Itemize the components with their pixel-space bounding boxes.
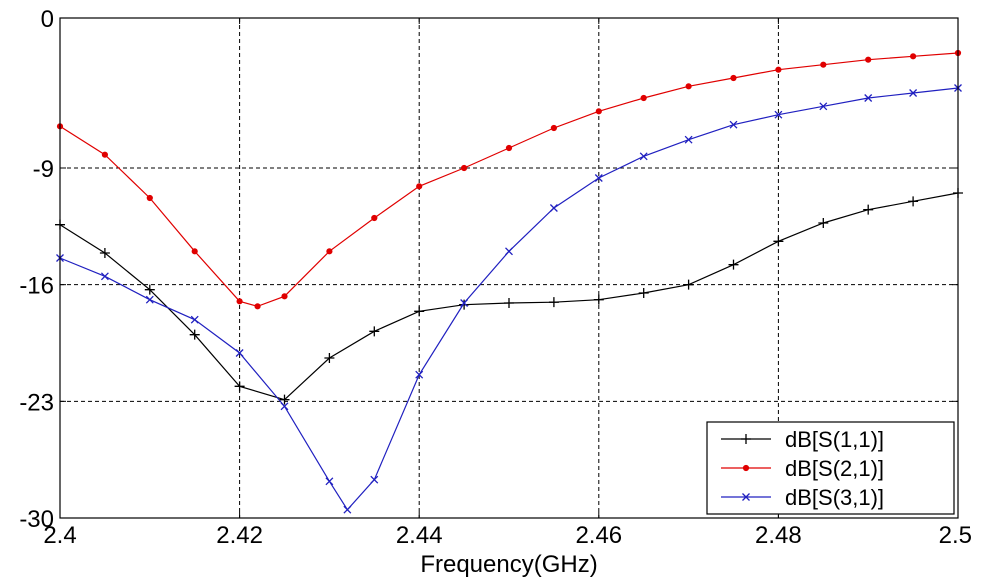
x-marker (235, 349, 244, 357)
series-1 (55, 188, 963, 405)
dot-marker (236, 298, 243, 305)
x-tick-label: 2.48 (755, 522, 802, 549)
plus-marker (773, 236, 784, 247)
dot-marker (281, 293, 288, 300)
legend-label: dB[S(1,1)] (785, 427, 884, 452)
x-marker (549, 204, 558, 212)
dot-marker (550, 124, 558, 132)
x-tick-label: 2.44 (396, 522, 443, 549)
series-3 (56, 84, 962, 514)
y-tick-label: 0 (41, 6, 54, 33)
x-marker (100, 272, 109, 281)
legend-item: dB[S(3,1)] (721, 485, 884, 510)
plus-marker (683, 279, 694, 290)
dot-marker (326, 248, 333, 255)
tick-labels: 2.4 2.42 2.44 2.46 2.48 2.5 0 -9 -16 -23 -30 (19, 6, 972, 549)
y-tick-label: -9 (33, 156, 54, 183)
y-tick-label: -16 (19, 273, 54, 300)
legend-item: dB[S(2,1)] (721, 456, 884, 481)
dot-marker (775, 66, 782, 73)
dot-marker (910, 53, 917, 60)
plus-marker (908, 196, 919, 207)
legend-label: dB[S(2,1)] (785, 456, 884, 481)
plus-marker (459, 299, 470, 310)
plus-marker (741, 434, 751, 444)
dot-marker (640, 94, 647, 102)
dot-marker (865, 56, 872, 63)
y-tick-label: -30 (19, 506, 54, 533)
dot-marker (820, 61, 827, 68)
x-marker (742, 493, 750, 501)
x-marker (639, 152, 648, 161)
x-marker (460, 299, 469, 307)
plus-marker (324, 353, 335, 363)
x-marker (594, 174, 603, 182)
plus-marker (144, 284, 155, 295)
plus-marker (189, 329, 200, 340)
x-marker (864, 94, 873, 102)
dot-marker (371, 214, 378, 222)
dot-marker (730, 74, 737, 82)
y-tick-label: -23 (19, 389, 54, 416)
x-marker (909, 89, 918, 97)
dot-marker (505, 144, 513, 152)
plus-marker (818, 218, 829, 228)
dot-marker (416, 183, 423, 190)
x-marker (370, 475, 379, 484)
x-marker (145, 295, 154, 304)
legend-item: dB[S(1,1)] (721, 427, 884, 452)
x-marker (774, 110, 783, 119)
x-marker (415, 370, 424, 379)
plus-marker (369, 326, 380, 337)
plus-marker (99, 248, 110, 258)
dot-marker (461, 164, 468, 172)
x-marker (325, 477, 334, 486)
plus-marker (728, 259, 739, 270)
dot-marker (742, 464, 750, 472)
x-axis-label: Frequency(GHz) (420, 551, 597, 578)
x-marker (190, 315, 199, 324)
series-line (59, 87, 959, 511)
legend-label: dB[S(3,1)] (785, 485, 884, 510)
plus-marker (234, 381, 245, 392)
plus-marker (638, 288, 649, 298)
dot-marker (191, 248, 198, 255)
dot-marker (254, 303, 261, 310)
plot-frame (59, 17, 959, 519)
dot-marker (146, 194, 153, 202)
dot-marker (595, 108, 602, 115)
dot-marker (101, 151, 109, 158)
dot-marker (685, 83, 692, 90)
plus-marker (863, 204, 874, 215)
series-layer (55, 49, 963, 514)
x-marker (505, 247, 513, 256)
x-marker (684, 135, 693, 144)
plus-marker (548, 297, 559, 308)
plus-marker (414, 306, 425, 317)
legend: dB[S(1,1)] dB[S(2,1)] dB[S(3,1)] (706, 421, 955, 515)
x-marker (729, 120, 738, 129)
plus-marker (504, 298, 514, 308)
plus-marker (279, 394, 290, 405)
x-marker (343, 505, 352, 514)
x-tick-label: 2.42 (216, 522, 263, 549)
x-tick-label: 2.4 (43, 522, 76, 549)
x-tick-label: 2.46 (575, 522, 622, 549)
series-line (59, 52, 959, 307)
x-marker (819, 102, 828, 111)
x-marker (280, 402, 289, 411)
x-tick-label: 2.5 (939, 522, 972, 549)
plus-marker (593, 294, 604, 305)
